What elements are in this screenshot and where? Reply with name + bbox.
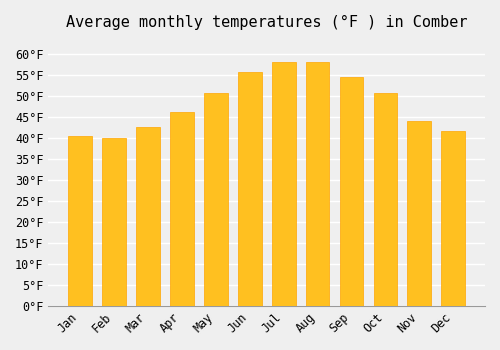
Title: Average monthly temperatures (°F ) in Comber: Average monthly temperatures (°F ) in Co… [66,15,468,30]
Bar [170,112,194,306]
Bar [272,62,295,306]
Bar [306,62,330,306]
Bar [204,93,228,306]
Bar [68,135,92,306]
Bar [102,138,126,306]
Bar [442,131,465,306]
Bar [340,77,363,306]
Bar [238,72,262,306]
Bar [136,127,160,306]
Bar [408,121,431,306]
Bar [374,93,398,306]
